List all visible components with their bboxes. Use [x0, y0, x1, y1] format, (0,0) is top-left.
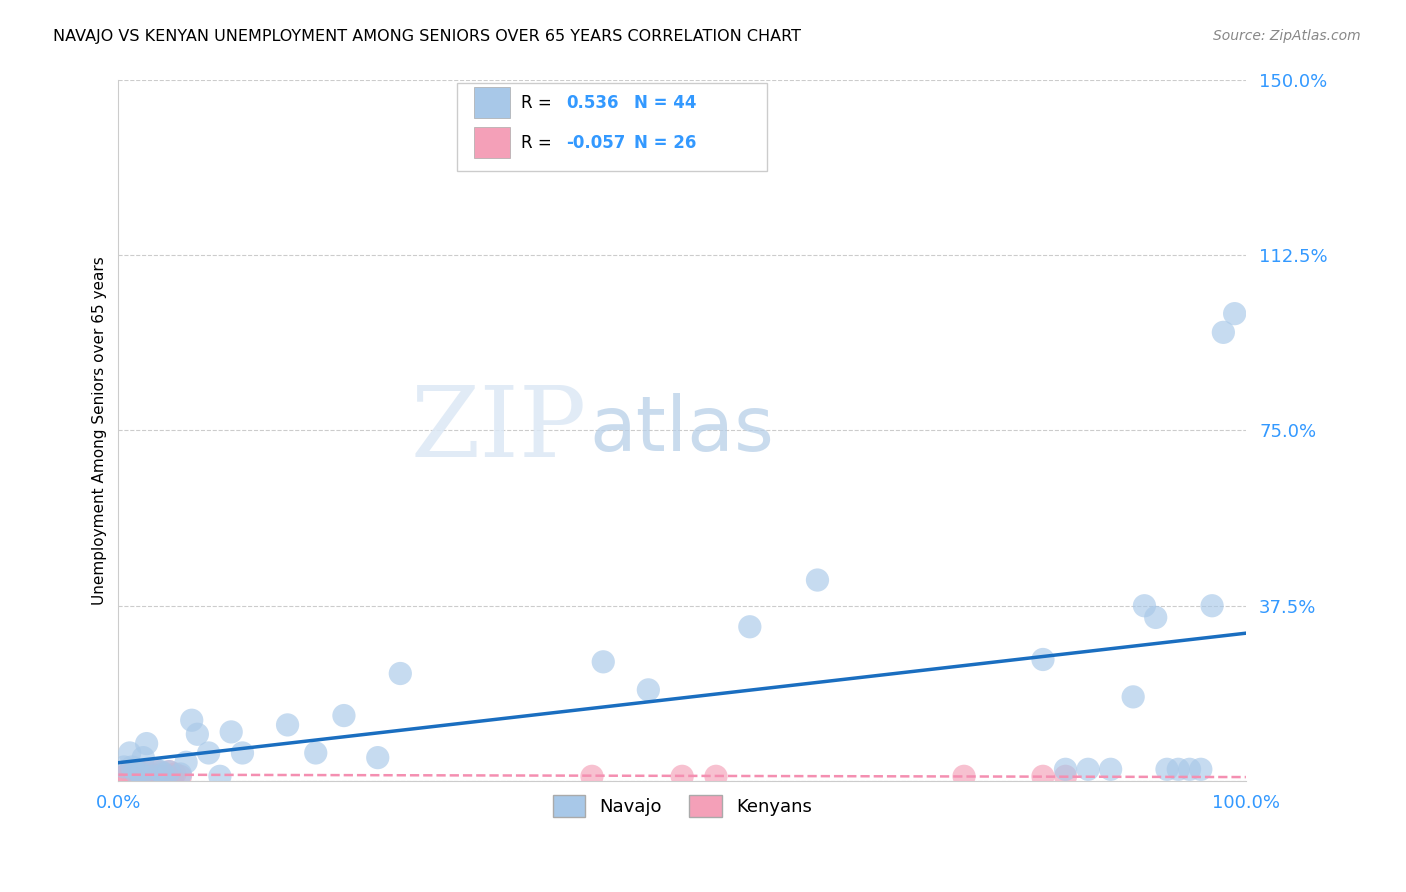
Point	[1054, 762, 1077, 776]
Point	[1133, 599, 1156, 613]
Point	[637, 682, 659, 697]
Point	[157, 764, 180, 779]
Point	[129, 767, 152, 781]
Point	[112, 769, 135, 783]
Text: atlas: atlas	[589, 393, 775, 467]
Point	[592, 655, 614, 669]
Point	[1144, 610, 1167, 624]
Point	[367, 750, 389, 764]
FancyBboxPatch shape	[474, 87, 509, 118]
Text: -0.057: -0.057	[567, 134, 626, 152]
Point	[132, 750, 155, 764]
Point	[671, 769, 693, 783]
Point	[152, 767, 174, 781]
Point	[1099, 762, 1122, 776]
Point	[1054, 769, 1077, 783]
FancyBboxPatch shape	[474, 128, 509, 158]
Point	[806, 573, 828, 587]
Point	[1077, 762, 1099, 776]
Point	[128, 764, 150, 779]
Point	[186, 727, 208, 741]
Point	[1167, 762, 1189, 776]
Point	[738, 620, 761, 634]
Legend: Navajo, Kenyans: Navajo, Kenyans	[546, 788, 820, 824]
Point	[389, 666, 412, 681]
Text: R =: R =	[522, 134, 557, 152]
Point	[208, 769, 231, 783]
Point	[1032, 769, 1054, 783]
Point	[1178, 762, 1201, 776]
Point	[150, 769, 173, 783]
Point	[141, 769, 163, 783]
Point	[333, 708, 356, 723]
Point	[124, 769, 146, 783]
Point	[953, 769, 976, 783]
Point	[128, 764, 150, 779]
Text: NAVAJO VS KENYAN UNEMPLOYMENT AMONG SENIORS OVER 65 YEARS CORRELATION CHART: NAVAJO VS KENYAN UNEMPLOYMENT AMONG SENI…	[53, 29, 801, 44]
Point	[169, 767, 191, 781]
FancyBboxPatch shape	[457, 84, 766, 171]
Point	[1212, 326, 1234, 340]
Point	[174, 756, 197, 770]
Point	[156, 769, 179, 783]
Point	[121, 760, 143, 774]
Point	[117, 767, 139, 781]
Point	[1032, 652, 1054, 666]
Point	[121, 767, 143, 781]
Y-axis label: Unemployment Among Seniors over 65 years: Unemployment Among Seniors over 65 years	[93, 256, 107, 605]
Point	[704, 769, 727, 783]
Point	[197, 746, 219, 760]
Point	[305, 746, 328, 760]
Point	[219, 725, 242, 739]
Point	[1156, 762, 1178, 776]
Point	[1122, 690, 1144, 704]
Point	[112, 760, 135, 774]
Point	[124, 764, 146, 779]
Point	[139, 769, 162, 783]
Point	[1189, 762, 1212, 776]
Point	[180, 713, 202, 727]
Point	[169, 769, 191, 783]
Point	[231, 746, 253, 760]
Point	[146, 764, 169, 779]
Point	[129, 767, 152, 781]
Point	[135, 737, 157, 751]
Point	[150, 764, 173, 779]
Text: Source: ZipAtlas.com: Source: ZipAtlas.com	[1213, 29, 1361, 43]
Point	[145, 762, 167, 776]
Text: R =: R =	[522, 94, 557, 112]
Point	[277, 718, 299, 732]
Text: N = 26: N = 26	[634, 134, 696, 152]
Point	[135, 764, 157, 779]
Point	[157, 764, 180, 779]
Point	[162, 769, 184, 783]
Point	[152, 767, 174, 781]
Point	[141, 767, 163, 781]
Point	[118, 746, 141, 760]
Text: N = 44: N = 44	[634, 94, 696, 112]
Point	[132, 769, 155, 783]
Point	[581, 769, 603, 783]
Point	[1201, 599, 1223, 613]
Text: ZIP: ZIP	[411, 383, 586, 478]
Point	[118, 769, 141, 783]
Point	[145, 769, 167, 783]
Point	[163, 767, 186, 781]
Text: 0.536: 0.536	[567, 94, 619, 112]
Point	[1223, 307, 1246, 321]
